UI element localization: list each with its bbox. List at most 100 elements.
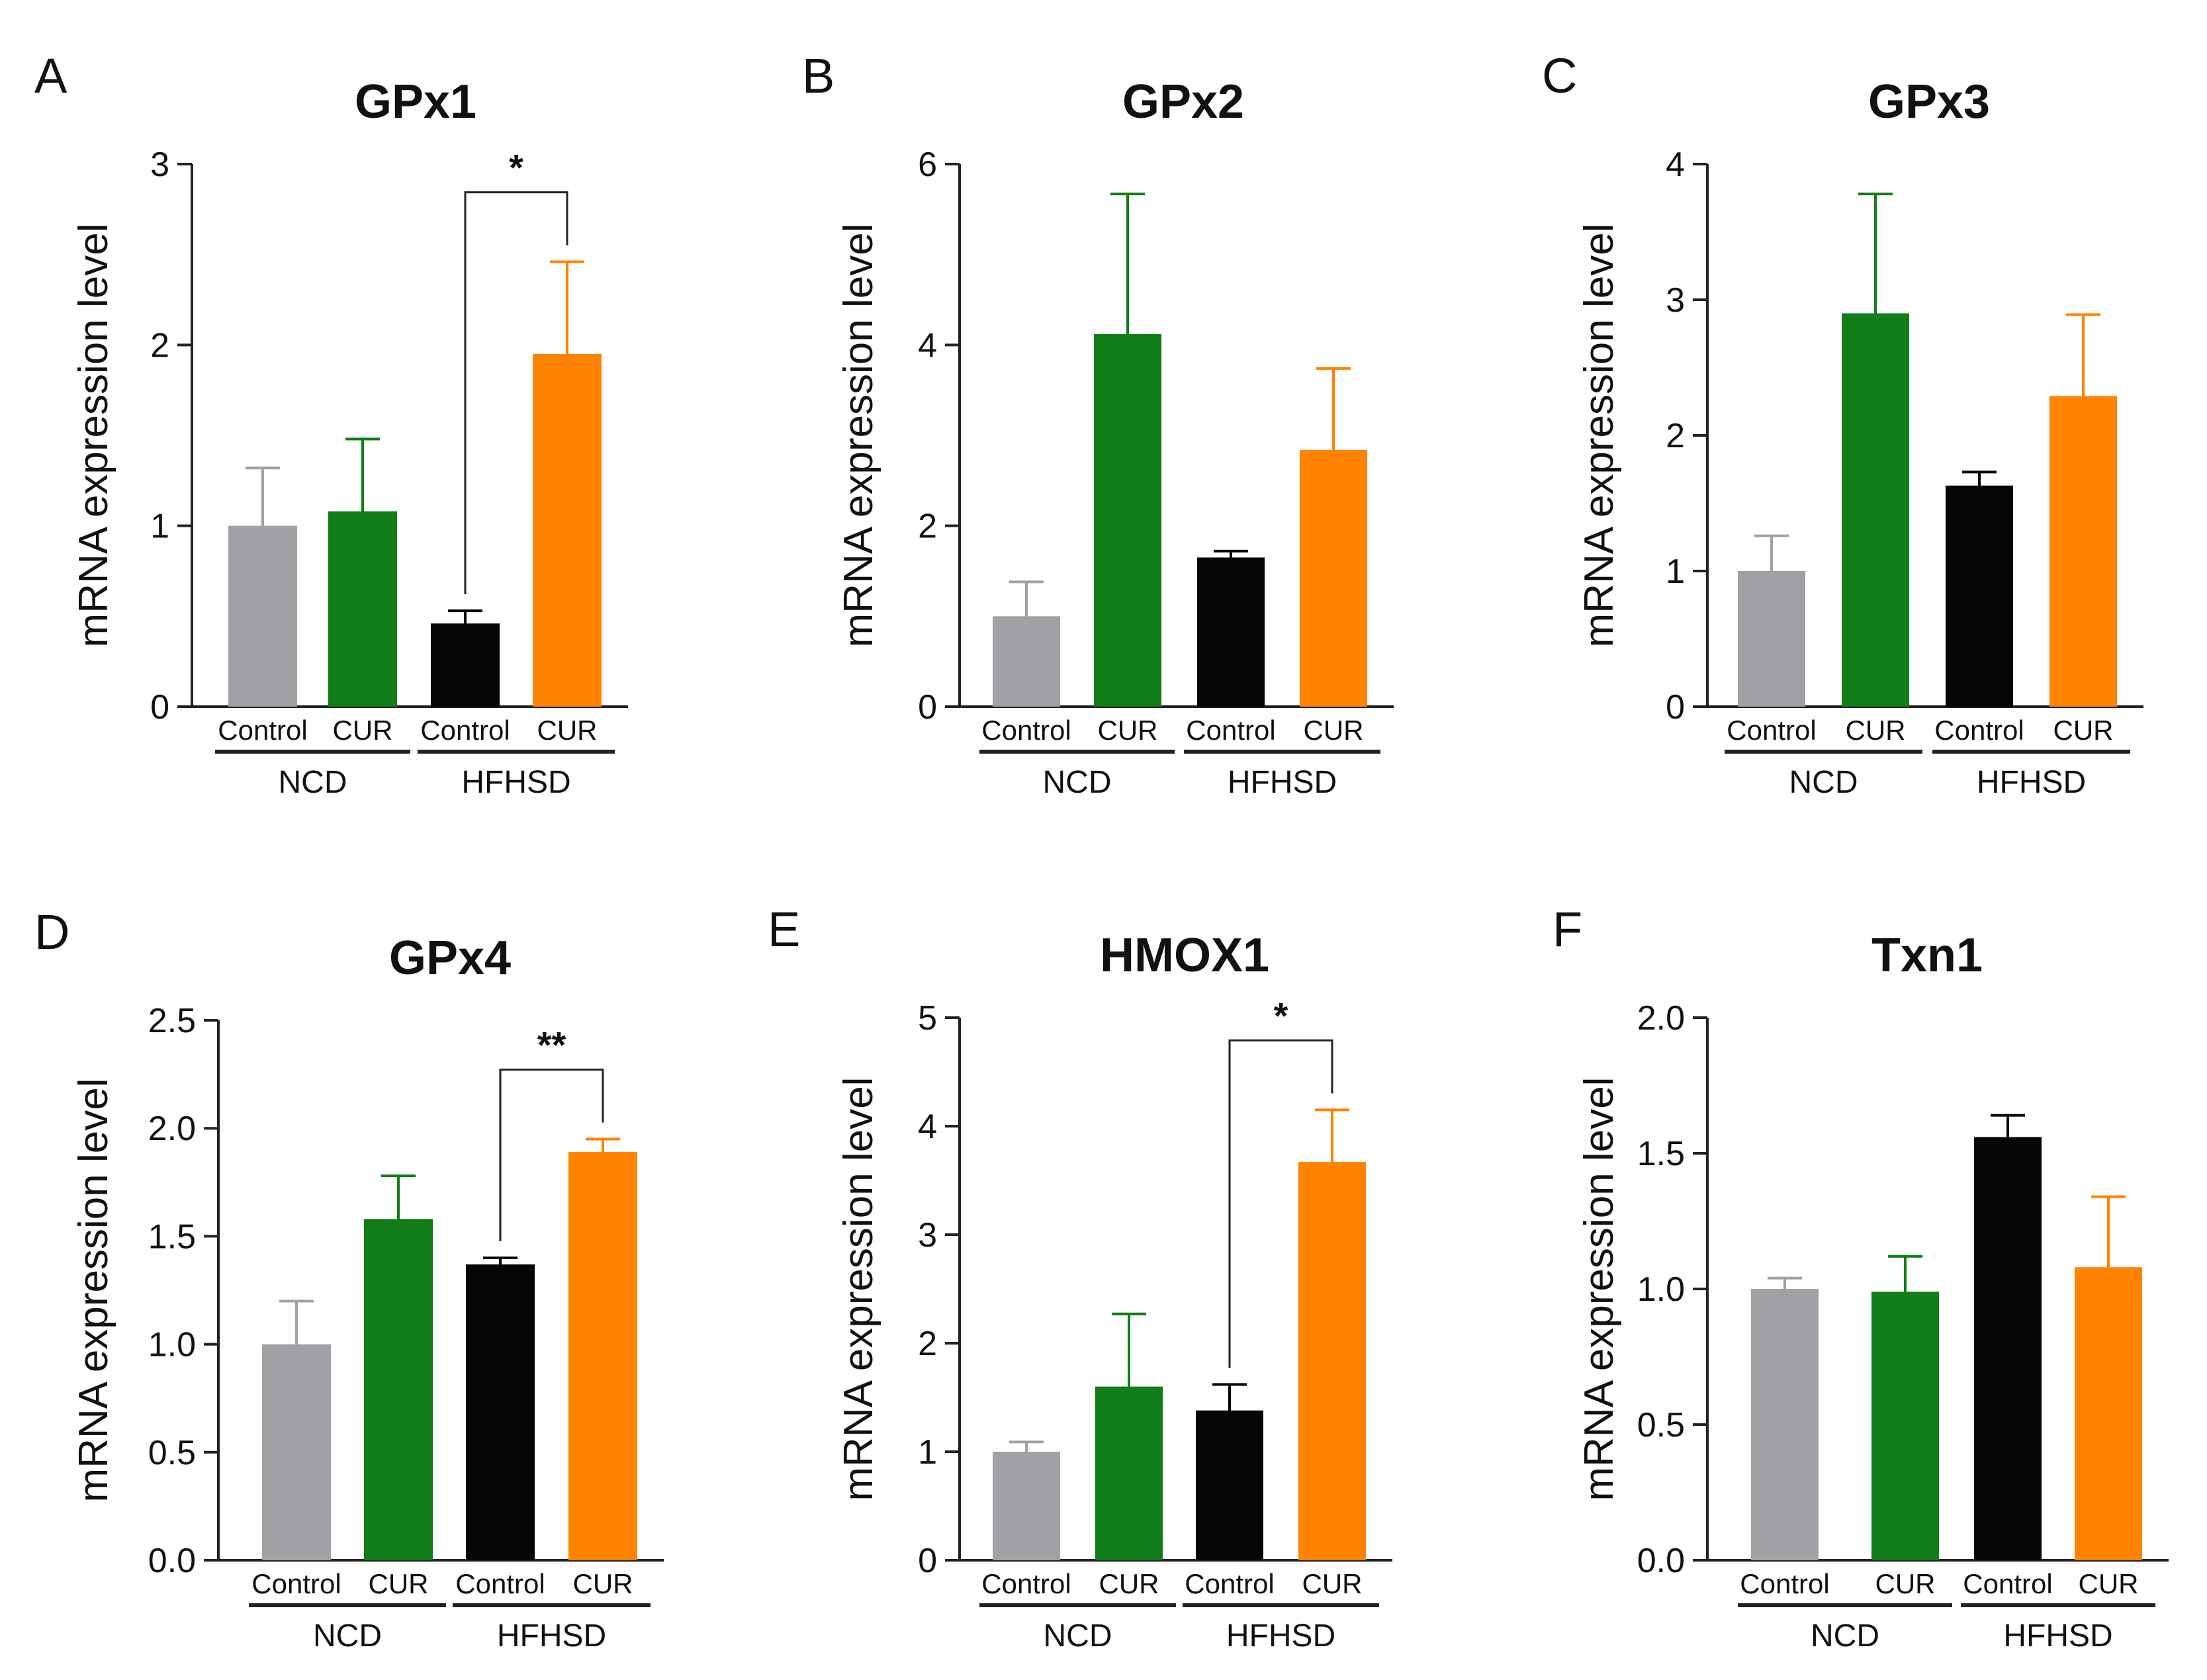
bar-control-hfhsd [466, 1264, 535, 1560]
y-axis-label: mRNA expression level [1576, 224, 1622, 648]
bar-control-ncd [1751, 1289, 1819, 1560]
chart-title: GPx2 [1122, 75, 1244, 128]
bar-control-hfhsd [1197, 557, 1265, 707]
chart-panel-d: D GPx4 mRNA expression level 0.0 0.5 1.0 1.5 2.… [34, 905, 664, 1654]
x-group-label: NCD [1811, 1618, 1879, 1654]
x-category-label: Control [1727, 715, 1816, 746]
significance-bracket [499, 1069, 604, 1242]
y-tick-label: 0.0 [1637, 1542, 1685, 1580]
bar-cur-hfhsd [1298, 1162, 1366, 1560]
x-category-label: CUR [2079, 1568, 2139, 1599]
x-group-label: HFHSD [1226, 1618, 1335, 1654]
chart-title: HMOX1 [1100, 929, 1269, 982]
chart-panel-c: C GPx3 mRNA expression level 0 1 2 3 4 Control CU… [1542, 48, 2143, 800]
x-group-label: NCD [1789, 765, 1858, 800]
bar-control-hfhsd [1974, 1137, 2042, 1560]
x-group-label: HFHSD [1977, 765, 2086, 800]
y-tick-label: 1 [1666, 553, 1685, 591]
x-category-label: Control [251, 1568, 341, 1599]
chart-title: GPx4 [389, 932, 511, 985]
panel-letter: F [1553, 902, 1582, 957]
y-tick-label: 5 [918, 999, 937, 1038]
bar-cur-hfhsd [568, 1152, 637, 1560]
x-category-label: CUR [573, 1568, 633, 1599]
x-category-label: CUR [2053, 715, 2114, 746]
x-category-label: CUR [333, 715, 393, 746]
y-tick-label: 6 [918, 146, 937, 184]
x-category-label: CUR [537, 715, 598, 746]
y-tick-label: 0.0 [148, 1542, 196, 1580]
y-tick-label: 2.0 [1637, 999, 1685, 1038]
significance-bracket [1228, 1039, 1333, 1368]
y-tick-label: 1.0 [148, 1326, 196, 1364]
x-category-label: Control [1186, 715, 1275, 746]
y-tick-label: 0 [918, 688, 937, 727]
y-tick-label: 0 [150, 688, 169, 727]
x-category-label: Control [1963, 1568, 2052, 1599]
x-group-label: HFHSD [497, 1618, 606, 1654]
y-tick-label: 0.5 [148, 1434, 196, 1472]
x-category-label: CUR [1846, 715, 1906, 746]
x-group-label: HFHSD [1228, 765, 1337, 800]
y-tick-label: 2 [150, 326, 169, 365]
y-tick-label: 2 [1666, 417, 1685, 455]
x-category-label: CUR [1098, 715, 1158, 746]
x-category-label: Control [1740, 1568, 1829, 1599]
x-category-label: Control [1934, 715, 2024, 746]
panel-letter: A [34, 48, 68, 103]
y-tick-label: 2 [918, 508, 937, 546]
x-category-label: CUR [1302, 1568, 1363, 1599]
y-axis-label: mRNA expression level [836, 224, 881, 648]
significance-label: * [1274, 995, 1288, 1036]
chart-panel-a: A GPx1 mRNA expression level 0 1 2 3 Control CUR… [34, 48, 628, 800]
x-category-label: Control [981, 1568, 1071, 1599]
y-tick-label: 4 [918, 1108, 937, 1146]
panel-letter: D [34, 905, 69, 959]
x-category-label: Control [420, 715, 510, 746]
y-axis-label: mRNA expression level [836, 1077, 881, 1501]
significance-bracket [464, 191, 568, 595]
bar-cur-ncd [1871, 1292, 1939, 1560]
y-tick-label: 4 [918, 326, 937, 365]
y-tick-label: 2.0 [148, 1110, 196, 1148]
y-tick-label: 1 [918, 1433, 937, 1472]
y-tick-label: 3 [1666, 281, 1685, 320]
chart-panel-f: F Txn1 mRNA expression level 0.0 0.5 1.0 1.5 2.… [1553, 902, 2169, 1654]
y-tick-label: 2 [918, 1325, 937, 1363]
y-tick-label: 1.5 [148, 1217, 196, 1256]
chart-title: GPx1 [355, 75, 476, 128]
panel-letter: C [1542, 48, 1577, 103]
x-group-label: NCD [279, 765, 347, 800]
x-group-label: NCD [1043, 765, 1112, 800]
y-tick-label: 4 [1666, 146, 1685, 184]
y-tick-label: 0.5 [1637, 1406, 1685, 1444]
y-tick-label: 3 [150, 146, 169, 184]
chart-title: Txn1 [1871, 929, 1983, 982]
chart-panel-e: E HMOX1 mRNA expression level 0 1 2 3 4 5 Control… [768, 902, 1392, 1654]
x-group-label: NCD [1044, 1618, 1112, 1654]
x-category-label: Control [981, 715, 1071, 746]
bar-cur-ncd [364, 1219, 433, 1560]
y-axis-label: mRNA expression level [71, 224, 116, 648]
y-tick-label: 1 [150, 508, 169, 546]
significance-label: * [509, 147, 523, 189]
y-tick-label: 1.5 [1637, 1135, 1685, 1173]
panel-letter: B [802, 48, 834, 103]
x-category-label: Control [218, 715, 307, 746]
bar-control-ncd [993, 1452, 1060, 1560]
x-category-label: Control [1185, 1568, 1274, 1599]
bar-control-hfhsd [1946, 485, 2013, 707]
x-category-label: Control [455, 1568, 545, 1599]
y-tick-label: 0 [1666, 688, 1685, 727]
y-tick-label: 1.0 [1637, 1270, 1685, 1309]
y-tick-label: 3 [918, 1216, 937, 1255]
x-category-label: CUR [1099, 1568, 1159, 1599]
x-category-label: CUR [1875, 1568, 1936, 1599]
y-axis-label: mRNA expression level [1576, 1077, 1622, 1501]
x-category-label: CUR [369, 1568, 429, 1599]
significance-label: ** [537, 1024, 566, 1066]
y-tick-label: 0 [918, 1542, 937, 1580]
y-tick-label: 2.5 [148, 1002, 196, 1040]
x-group-label: HFHSD [2003, 1618, 2112, 1654]
